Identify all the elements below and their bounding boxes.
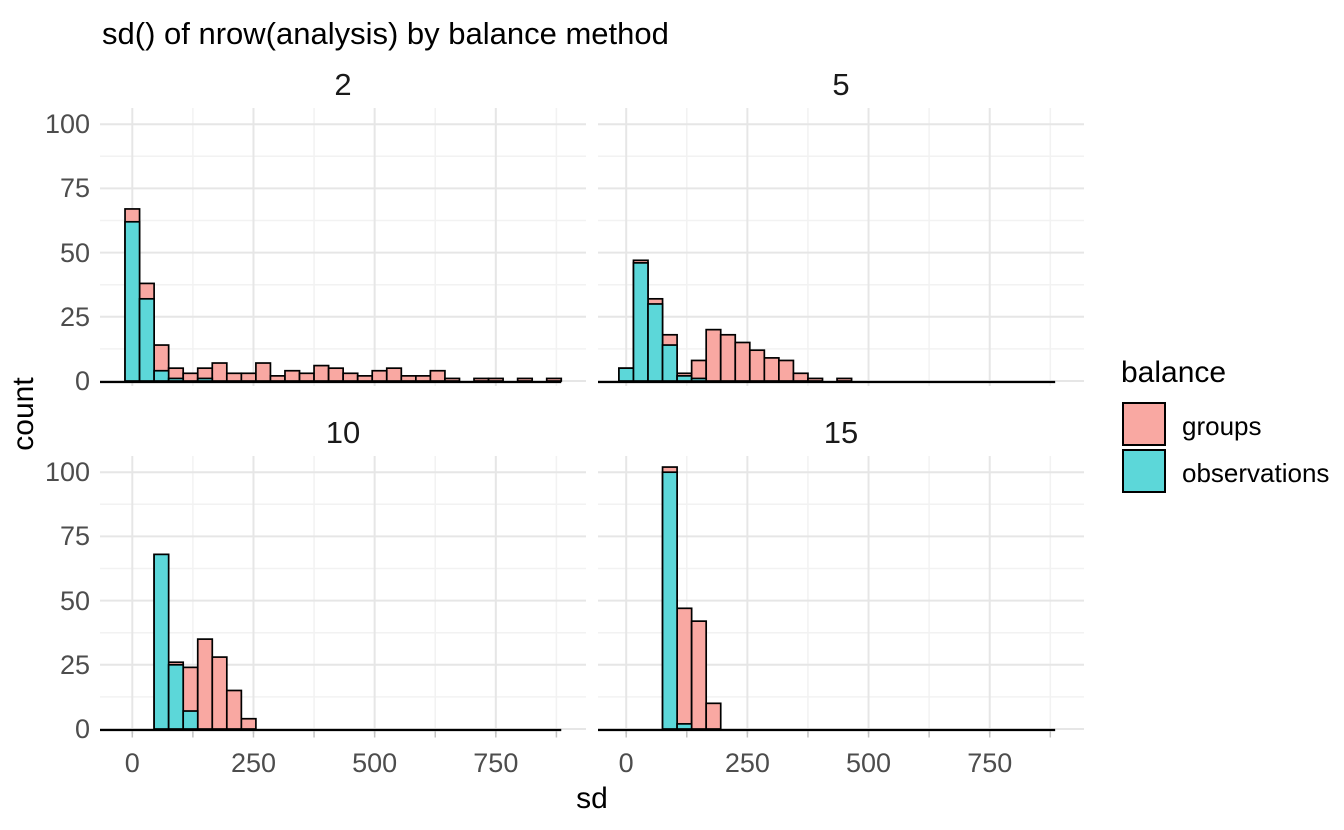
legend-label-observations: observations [1182,458,1330,488]
facet-panel-10 [100,456,586,738]
histogram-bar-groups [705,702,722,730]
histogram-bar-groups [414,375,432,382]
histogram-bar-groups [705,328,722,382]
histogram-bar-groups [429,369,446,382]
histogram-bar-observations [676,723,693,730]
histogram-bar-groups [313,364,330,382]
x-tick-label: 0 [124,748,140,778]
y-tick-label: 75 [59,173,90,204]
y-tick-label: 0 [74,714,90,744]
histogram-bar-groups [225,689,243,730]
facet-panel-2 [100,108,586,386]
histogram-bar-groups [690,620,708,730]
histogram-bar-groups [545,377,563,382]
histogram-bar-groups [255,362,272,382]
histogram-bar-groups [371,369,388,382]
histogram-bar-groups [734,341,751,382]
x-tick-label: 500 [846,748,892,778]
y-tick-label: 100 [44,457,90,488]
histogram-bar-groups [719,333,737,382]
histogram-bar-observations [138,297,155,382]
histogram-bar-observations [647,303,664,382]
histogram-bar-observations [618,367,635,382]
y-tick-label: 0 [74,366,90,396]
histogram-bar-observations [153,369,170,382]
x-tick-label: 250 [230,748,276,778]
x-tick-label: 750 [967,748,1013,778]
histogram-bar-groups [748,349,766,382]
histogram-bar-groups [792,372,809,382]
histogram-bar-groups [385,367,403,382]
histogram-bar-groups [196,638,214,730]
histogram-bar-groups [444,377,461,382]
x-tick-label: 750 [473,748,519,778]
legend-key-groups [1122,402,1166,446]
facet-label-15: 15 [823,415,859,450]
histogram-bar-groups [836,377,853,382]
histogram-bar-groups [400,375,417,382]
histogram-bar-groups [807,377,824,382]
histogram-bar-groups [327,367,344,382]
histogram-bar-groups [211,656,228,730]
facet-panel-15 [598,456,1084,738]
x-axis-title: sd [576,782,608,815]
histogram-bar-groups [778,359,795,382]
histogram-bar-observations [690,377,708,382]
histogram-bar-groups [298,372,315,382]
y-tick-label: 75 [59,521,90,552]
histogram-bar-groups [356,375,374,382]
y-tick-label: 100 [44,109,90,140]
histogram-bar-observations [167,377,185,382]
histogram-bar-groups [240,372,257,382]
histogram-bar-groups [763,357,780,382]
histogram-bar-observations [124,220,141,382]
histogram-bar-groups [182,372,199,382]
histogram-bar-groups [342,372,359,382]
facet-label-2: 2 [334,67,352,102]
x-tick-label: 250 [724,748,770,778]
histogram-bar-groups [284,369,301,382]
legend-label-groups: groups [1182,411,1262,441]
facet-label-5: 5 [832,67,850,102]
histogram-bar-groups [676,607,693,730]
histogram-bar-observations [182,710,199,730]
x-tick-label: 0 [618,748,634,778]
histogram-bar-groups [516,377,534,382]
histogram-bar-groups [473,377,490,382]
y-tick-label: 25 [59,301,90,332]
histogram-bar-observations [196,377,214,382]
legend-key-observations [1122,449,1166,493]
histogram-bar-observations [661,471,678,730]
facet-label-10: 10 [325,415,361,450]
x-tick-label: 500 [352,748,398,778]
histogram-bar-observations [153,553,170,730]
histogram-bar-groups [269,375,286,382]
y-tick-label: 50 [59,237,90,268]
histogram-bar-groups [240,717,257,730]
histogram-bar-observations [676,375,693,382]
y-tick-label: 25 [59,649,90,680]
histogram-bar-groups [225,372,243,382]
histogram-bar-groups [487,377,504,382]
histogram-bar-groups [211,362,228,382]
histogram-bar-observations [661,344,678,382]
plot-title: sd() of nrow(analysis) by balance method [102,16,669,51]
y-tick-label: 50 [59,585,90,616]
histogram-bar-observations [632,262,649,382]
legend-title: balance [1121,356,1227,389]
facet-panel-5 [598,108,1084,386]
histogram-bar-observations [167,663,185,730]
